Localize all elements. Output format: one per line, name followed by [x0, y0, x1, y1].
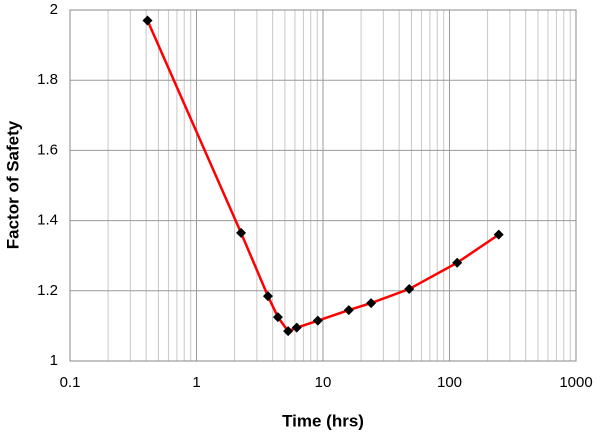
marker	[493, 229, 504, 240]
x-tick-label: 1	[192, 374, 200, 391]
y-tick-label: 2	[50, 1, 58, 18]
x-tick-label: 100	[437, 374, 462, 391]
marker	[343, 305, 354, 316]
marker	[283, 326, 294, 337]
y-tick-label: 1.2	[37, 282, 58, 299]
y-tick-label: 1.4	[37, 212, 58, 229]
line	[146, 20, 500, 333]
marker	[312, 315, 323, 326]
x-tick-label: 0.1	[60, 374, 81, 391]
marker	[236, 227, 247, 238]
x-axis-title: Time (hrs)	[282, 411, 364, 430]
marker	[142, 15, 153, 26]
y-tick-label: 1.6	[37, 141, 58, 158]
x-tick-label: 10	[315, 374, 332, 391]
marker	[452, 257, 463, 268]
marker	[262, 291, 273, 302]
y-tick-label: 1.8	[37, 71, 58, 88]
marker	[404, 284, 415, 295]
marker	[366, 298, 377, 309]
y-axis-title: Factor of Safety	[3, 120, 22, 249]
marker	[291, 322, 302, 333]
y-tick-label: 1	[50, 352, 58, 369]
x-tick-label: 1000	[559, 374, 592, 391]
marker	[272, 312, 283, 323]
plot-frame	[69, 9, 577, 362]
